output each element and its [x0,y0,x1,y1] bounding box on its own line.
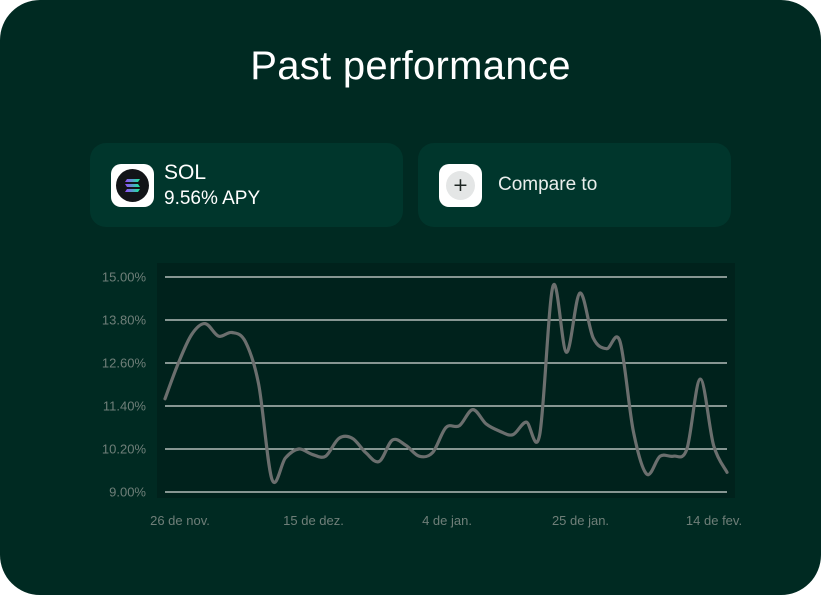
y-tick-label: 10.20% [102,442,147,457]
compare-button[interactable]: + Compare to [418,143,731,227]
x-tick-label: 14 de fev. [686,513,742,528]
solana-icon [116,169,149,202]
plus-icon: + [446,171,475,200]
plot-area [157,263,735,498]
asset-name: SOL [164,161,207,184]
y-tick-label: 13.80% [102,313,147,328]
plus-icon-box: + [439,164,482,207]
x-tick-label: 26 de nov. [150,513,210,528]
x-tick-label: 25 de jan. [552,513,609,528]
y-tick-label: 9.00% [109,485,146,500]
series-line [163,282,729,484]
x-tick-label: 15 de dez. [283,513,344,528]
page-title: Past performance [250,44,571,88]
y-tick-label: 11.40% [103,399,147,414]
compare-label: Compare to [498,174,598,195]
asset-selector[interactable]: SOL 9.56% APY [90,143,403,227]
y-tick-label: 12.60% [102,356,147,371]
asset-apy: 9.56% APY [164,188,261,209]
y-tick-label: 15.00% [102,270,147,285]
x-tick-label: 4 de jan. [422,513,472,528]
solana-icon-box [111,164,154,207]
